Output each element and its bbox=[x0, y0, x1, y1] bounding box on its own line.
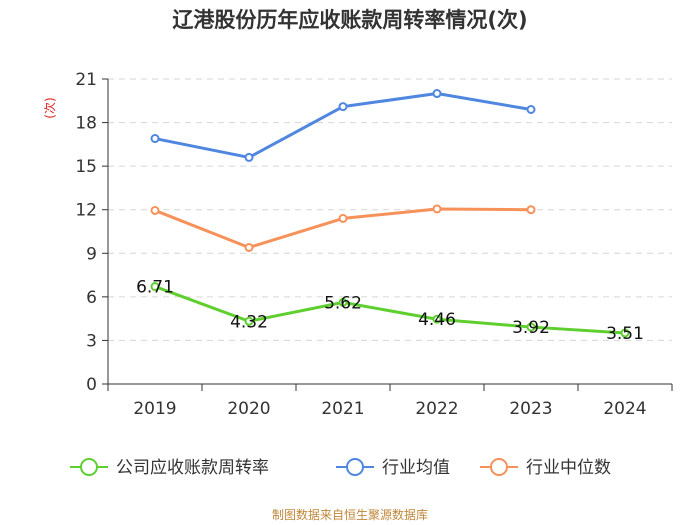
legend-marker bbox=[346, 458, 364, 476]
data-point bbox=[244, 152, 254, 162]
x-tick-label: 2020 bbox=[227, 399, 270, 419]
source-footer: 制图数据来自恒生聚源数据库 bbox=[271, 508, 428, 522]
data-point bbox=[432, 314, 442, 324]
data-point bbox=[244, 316, 254, 326]
data-point bbox=[432, 89, 442, 99]
data-point bbox=[526, 205, 536, 215]
x-tick-label: 2021 bbox=[321, 399, 364, 419]
y-tick-label: 15 bbox=[75, 157, 97, 177]
data-labels: 6.71 4.32 5.62 4.46 3.92 3.51 bbox=[136, 278, 644, 344]
x-tick-label: 2024 bbox=[603, 399, 646, 419]
data-point bbox=[432, 204, 442, 214]
data-point bbox=[150, 205, 160, 215]
data-label: 6.71 bbox=[136, 278, 174, 298]
data-label: 4.46 bbox=[418, 310, 456, 330]
legend-label: 行业均值 bbox=[382, 458, 450, 478]
data-point bbox=[620, 328, 630, 338]
data-point bbox=[338, 213, 348, 223]
legend-marker bbox=[80, 458, 98, 476]
data-point bbox=[526, 322, 536, 332]
data-point bbox=[526, 105, 536, 114]
data-label: 4.32 bbox=[230, 312, 268, 332]
y-tick-label: 3 bbox=[86, 331, 97, 351]
series-line-0 bbox=[154, 285, 626, 335]
data-label: 3.92 bbox=[512, 318, 550, 338]
legend-marker bbox=[490, 458, 508, 476]
data-label: 5.62 bbox=[324, 293, 362, 313]
legend-item-2: 行业中位数 bbox=[480, 458, 611, 478]
legend-item-0: 公司应收账款周转率 bbox=[70, 458, 269, 478]
series-layer bbox=[150, 89, 630, 338]
chart-title: 辽港股份历年应收账款周转率情况(次) bbox=[172, 8, 528, 32]
y-tick-label: 18 bbox=[75, 114, 97, 134]
y-tick-label: 12 bbox=[75, 201, 97, 221]
data-point bbox=[338, 102, 348, 112]
y-axis-label: (次) bbox=[43, 97, 57, 118]
data-point bbox=[150, 282, 160, 292]
legend-label: 行业中位数 bbox=[526, 458, 611, 478]
y-tick-label: 21 bbox=[75, 70, 97, 90]
axes: 0 3 6 9 12 15 18 21 2019 2020 2021 2022 2023 2024 bbox=[75, 70, 673, 419]
x-tick-label: 2022 bbox=[415, 399, 458, 419]
legend-item-1: 行业均值 bbox=[336, 458, 450, 478]
y-tick-label: 6 bbox=[86, 288, 97, 308]
x-tick-label: 2023 bbox=[509, 399, 552, 419]
x-tick-label: 2019 bbox=[133, 399, 176, 419]
data-point bbox=[150, 134, 160, 144]
data-point bbox=[338, 297, 348, 307]
legend: 公司应收账款周转率 行业均值 行业中位数 bbox=[70, 458, 611, 478]
y-tick-label: 0 bbox=[86, 375, 97, 395]
y-tick-label: 9 bbox=[86, 244, 97, 264]
data-point bbox=[244, 242, 254, 252]
data-label: 3.51 bbox=[606, 324, 644, 344]
gridlines bbox=[108, 78, 672, 341]
legend-label: 公司应收账款周转率 bbox=[116, 458, 269, 478]
